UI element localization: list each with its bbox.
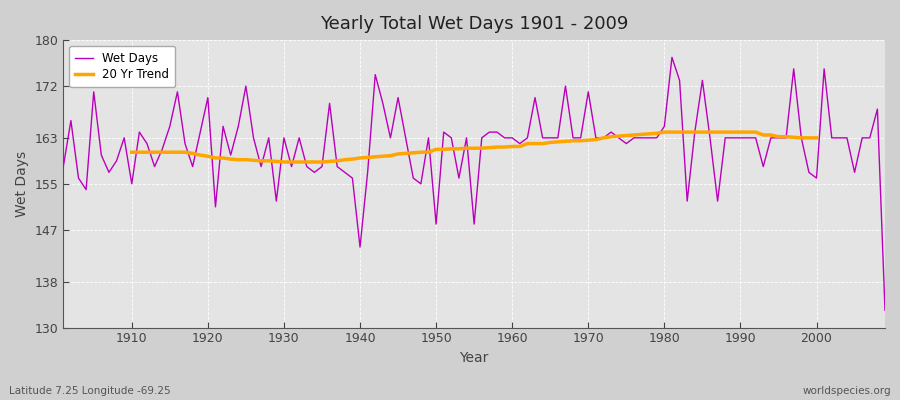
- Wet Days: [58, 164, 68, 169]
- 20 Yr Trend: [804, 136, 814, 140]
- Line: 20 Yr Trend: 20 Yr Trend: [131, 132, 816, 162]
- Wet Days: [286, 164, 297, 169]
- 20 Yr Trend: [309, 160, 320, 164]
- Wet Days: [332, 164, 343, 169]
- 20 Yr Trend: [720, 130, 731, 134]
- Legend: Wet Days, 20 Yr Trend: Wet Days, 20 Yr Trend: [69, 46, 176, 87]
- Text: Latitude 7.25 Longitude -69.25: Latitude 7.25 Longitude -69.25: [9, 386, 171, 396]
- 20 Yr Trend: [659, 130, 670, 134]
- Wet Days: [500, 136, 510, 140]
- Title: Yearly Total Wet Days 1901 - 2009: Yearly Total Wet Days 1901 - 2009: [320, 15, 628, 33]
- 20 Yr Trend: [278, 160, 289, 164]
- Y-axis label: Wet Days: Wet Days: [15, 151, 29, 217]
- Text: worldspecies.org: worldspecies.org: [803, 386, 891, 396]
- Wet Days: [119, 136, 130, 140]
- 20 Yr Trend: [529, 141, 540, 146]
- Line: Wet Days: Wet Days: [63, 57, 885, 310]
- Wet Days: [598, 136, 609, 140]
- X-axis label: Year: Year: [460, 351, 489, 365]
- 20 Yr Trend: [210, 156, 220, 160]
- 20 Yr Trend: [811, 136, 822, 140]
- Wet Days: [667, 55, 678, 60]
- 20 Yr Trend: [126, 150, 137, 155]
- Wet Days: [879, 308, 890, 313]
- Wet Days: [507, 136, 517, 140]
- 20 Yr Trend: [293, 160, 304, 164]
